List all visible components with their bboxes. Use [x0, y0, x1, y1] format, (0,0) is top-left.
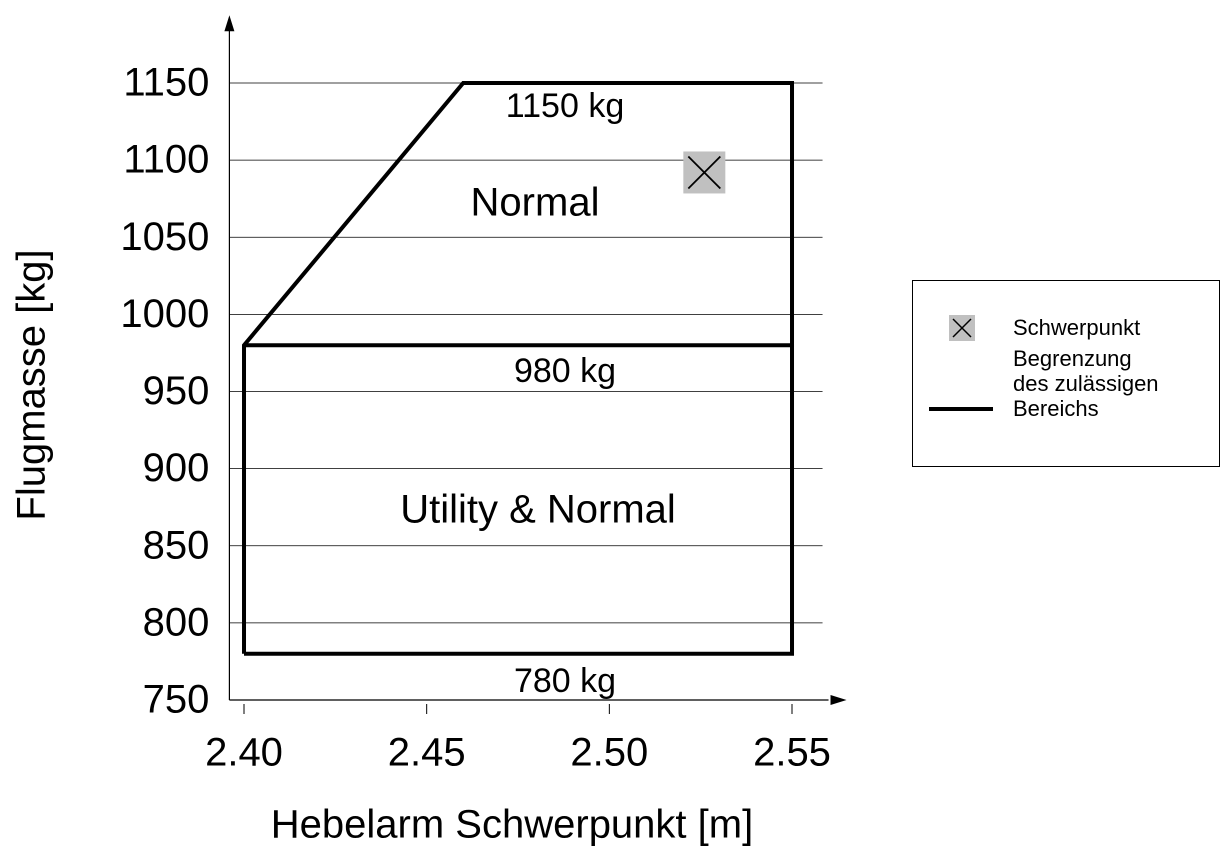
legend-label: Begrenzung des zulässigen Bereichs	[1013, 345, 1159, 421]
legend-item: Schwerpunkt	[913, 307, 1166, 347]
marker-x	[687, 155, 721, 190]
y-tick-label: 900	[143, 446, 210, 490]
y-axis-arrow	[224, 15, 235, 32]
legend-marker	[929, 407, 993, 411]
y-tick-label: 1000	[120, 292, 209, 336]
x-tick-label: 2.40	[205, 731, 283, 775]
x-tick-label: 2.55	[753, 731, 831, 775]
y-tick-label: 1150	[123, 61, 209, 105]
y-tick-label: 800	[143, 600, 210, 644]
legend-x	[952, 318, 972, 338]
y-tick-label: 850	[143, 523, 210, 567]
annotation: Normal	[471, 181, 600, 225]
legend-marker	[949, 315, 975, 341]
center-of-gravity	[683, 151, 726, 194]
legend: Schwerpunkt Begrenzung des zulässigen Be…	[912, 280, 1220, 467]
annotation: 1150 kg	[506, 87, 624, 125]
x-axis-arrow	[830, 695, 847, 705]
y-tick-label: 1050	[120, 215, 209, 259]
x-tick-label: 2.45	[388, 731, 466, 775]
y-axis-title: Flugmasse [kg]	[10, 249, 54, 520]
y-tick-label: 950	[143, 369, 210, 413]
annotation: 780 kg	[514, 662, 616, 700]
legend-item: Begrenzung des zulässigen Bereichs	[913, 345, 1166, 421]
legend-label: Schwerpunkt	[1013, 314, 1141, 340]
y-tick-label: 750	[143, 678, 210, 722]
annotation: 980 kg	[514, 352, 616, 390]
x-axis-title: Hebelarm Schwerpunkt [m]	[271, 803, 753, 847]
x-tick-label: 2.50	[570, 731, 648, 775]
envelope-line	[242, 81, 795, 656]
annotation: Utility & Normal	[400, 488, 676, 532]
y-tick-label: 1100	[123, 138, 209, 182]
